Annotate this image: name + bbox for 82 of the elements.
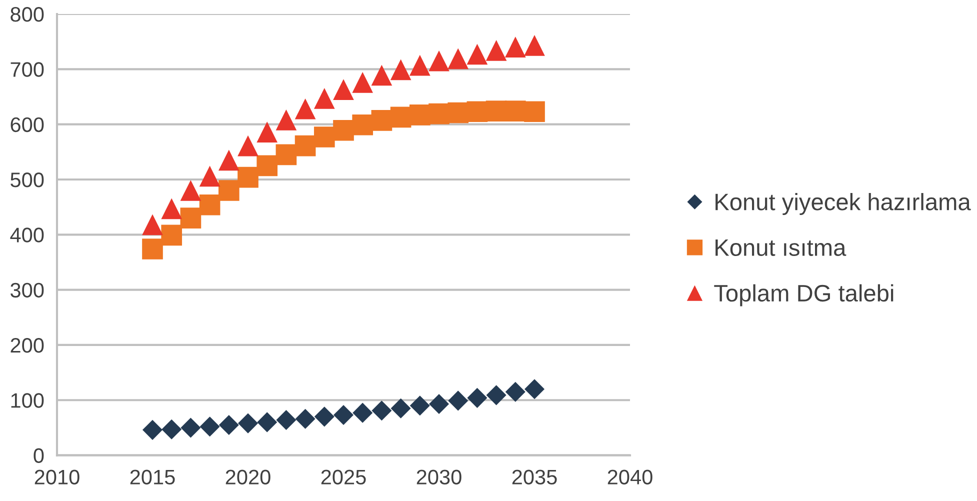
- point: [409, 54, 430, 76]
- y-tick-label: 300: [10, 282, 44, 298]
- y-tick-label: 400: [10, 228, 44, 242]
- point: [162, 419, 182, 440]
- y-tick-label: 100: [11, 393, 44, 408]
- point: [504, 36, 526, 58]
- x-tick-label: 2030: [416, 470, 462, 484]
- point: [295, 408, 316, 429]
- point: [352, 114, 374, 136]
- y-tick-label: 600: [10, 117, 44, 132]
- point: [390, 398, 411, 418]
- point: [524, 101, 545, 122]
- point: [448, 390, 468, 411]
- point: [161, 198, 182, 220]
- point: [180, 180, 202, 201]
- point: [428, 50, 450, 72]
- y-tick-label: 800: [10, 7, 44, 22]
- point: [199, 194, 220, 216]
- x-tick-label: 2015: [130, 470, 175, 484]
- point: [238, 135, 258, 156]
- point: [314, 126, 335, 148]
- point: [372, 400, 392, 421]
- point: [428, 394, 450, 414]
- point: [276, 144, 297, 166]
- point: [486, 40, 507, 61]
- point: [390, 106, 412, 128]
- point: [466, 101, 488, 122]
- point: [238, 413, 258, 434]
- point: [294, 98, 316, 120]
- point: [142, 238, 163, 260]
- point: [142, 214, 163, 236]
- legend-label: Konut ısıtma: [716, 240, 846, 256]
- point: [294, 135, 316, 156]
- point: [218, 414, 239, 435]
- point: [200, 416, 220, 437]
- point: [486, 100, 507, 122]
- point: [142, 420, 163, 440]
- point: [256, 155, 278, 176]
- point: [371, 64, 392, 86]
- point: [333, 79, 354, 100]
- point: [352, 402, 373, 423]
- point: [371, 110, 392, 131]
- point: [199, 166, 220, 187]
- point: [314, 406, 334, 427]
- x-tick-label: 2035: [512, 470, 557, 484]
- point: [180, 208, 202, 229]
- point: [333, 120, 354, 141]
- point: [504, 100, 526, 122]
- point: [390, 59, 412, 80]
- point: [486, 385, 506, 406]
- point: [276, 410, 296, 430]
- point: [524, 35, 545, 56]
- point: [466, 44, 488, 65]
- legend-label: Konut yiyecek hazırlama: [716, 193, 971, 216]
- point: [505, 382, 526, 402]
- y-tick-label: 200: [10, 338, 44, 353]
- point: [410, 396, 430, 416]
- point: [314, 88, 335, 109]
- y-tick-label: 700: [10, 62, 44, 77]
- x-tick-label: 2025: [321, 470, 366, 484]
- point: [257, 412, 278, 432]
- point: [352, 72, 374, 93]
- point: [218, 150, 240, 171]
- point: [333, 405, 354, 426]
- point: [448, 48, 469, 70]
- point: [467, 388, 488, 408]
- x-tick-label: 2020: [226, 470, 270, 484]
- point: [428, 103, 450, 124]
- point: [276, 109, 297, 130]
- point: [238, 166, 258, 188]
- point: [256, 122, 278, 142]
- point: [180, 418, 201, 438]
- y-tick-label: 0: [34, 448, 44, 464]
- x-tick-label: 2010: [34, 470, 80, 484]
- y-tick-label: 500: [10, 172, 44, 188]
- point: [524, 379, 545, 400]
- x-tick-label: 2040: [608, 470, 652, 484]
- point: [409, 104, 430, 126]
- point: [448, 102, 469, 124]
- point: [218, 180, 240, 201]
- legend-label: Toplam DG talebi: [714, 284, 894, 306]
- point: [161, 224, 182, 246]
